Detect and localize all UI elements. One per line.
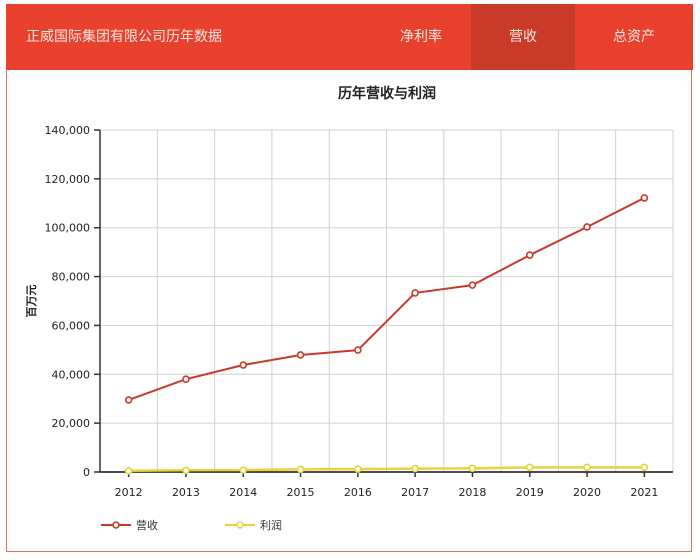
y-tick-label: 0	[83, 466, 90, 479]
data-point	[354, 346, 362, 354]
series-profit	[124, 463, 649, 475]
data-point	[583, 223, 591, 231]
x-tick-label: 2017	[401, 486, 429, 499]
tab-revenue[interactable]: 营收	[471, 4, 575, 70]
x-tick-label: 2012	[115, 486, 143, 499]
data-point	[468, 464, 477, 473]
x-tick-label: 2014	[229, 486, 257, 499]
series-revenue	[124, 194, 649, 404]
data-point	[468, 281, 477, 289]
x-tick-label: 2016	[344, 486, 372, 499]
data-point	[525, 463, 534, 472]
data-point	[296, 465, 305, 474]
x-tick-label: 2021	[630, 486, 658, 499]
legend: 营收 利润	[101, 518, 282, 532]
axes	[99, 130, 673, 473]
x-axis-ticks: 2012 2013 2014 2015 2016 2017 2018 2019 2020 2021	[115, 472, 658, 499]
legend-marker-icon	[236, 521, 244, 529]
chart-title: 历年营收与利润	[338, 85, 436, 102]
data-point	[124, 396, 133, 404]
data-point	[124, 466, 133, 475]
y-tick-label: 60,000	[52, 319, 91, 332]
header-bar: 正威国际集团有限公司历年数据 净利率 营收 总资产	[6, 4, 693, 70]
y-tick-label: 100,000	[45, 222, 91, 235]
y-tick-label: 80,000	[52, 271, 91, 284]
y-tick-label: 40,000	[52, 368, 91, 381]
data-point	[239, 361, 248, 369]
legend-label: 营收	[136, 518, 158, 532]
tab-net-margin[interactable]: 净利率	[400, 29, 442, 45]
x-tick-label: 2019	[516, 486, 544, 499]
data-point	[525, 251, 534, 259]
data-point	[411, 289, 419, 297]
data-point	[182, 466, 190, 475]
data-point	[583, 463, 591, 472]
series-line	[128, 197, 645, 401]
series-line	[128, 466, 645, 473]
data-point	[296, 351, 305, 359]
legend-item-profit[interactable]: 利润	[225, 518, 282, 532]
legend-label: 利润	[260, 518, 282, 532]
data-point	[640, 194, 649, 202]
x-tick-label: 2020	[573, 486, 601, 499]
legend-marker-icon	[112, 521, 120, 529]
y-axis-ticks: 0 20,000 40,000 60,000 80,000 100,000 120,000 1…	[45, 124, 100, 479]
x-tick-label: 2018	[458, 486, 486, 499]
page-title: 正威国际集团有限公司历年数据	[26, 29, 222, 45]
data-point	[354, 465, 362, 473]
grid	[100, 129, 674, 472]
y-tick-label: 140,000	[45, 124, 91, 137]
series-group	[124, 194, 649, 475]
x-tick-label: 2013	[172, 486, 200, 499]
data-point	[182, 375, 190, 383]
legend-item-revenue[interactable]: 营收	[101, 518, 158, 532]
data-point	[239, 466, 248, 474]
data-point	[411, 464, 419, 473]
y-axis-title: 百万元	[25, 285, 38, 318]
tab-total-assets[interactable]: 总资产	[613, 29, 655, 45]
y-tick-label: 20,000	[52, 417, 91, 430]
y-tick-label: 120,000	[45, 173, 91, 186]
data-point	[640, 463, 649, 472]
x-tick-label: 2015	[287, 486, 315, 499]
